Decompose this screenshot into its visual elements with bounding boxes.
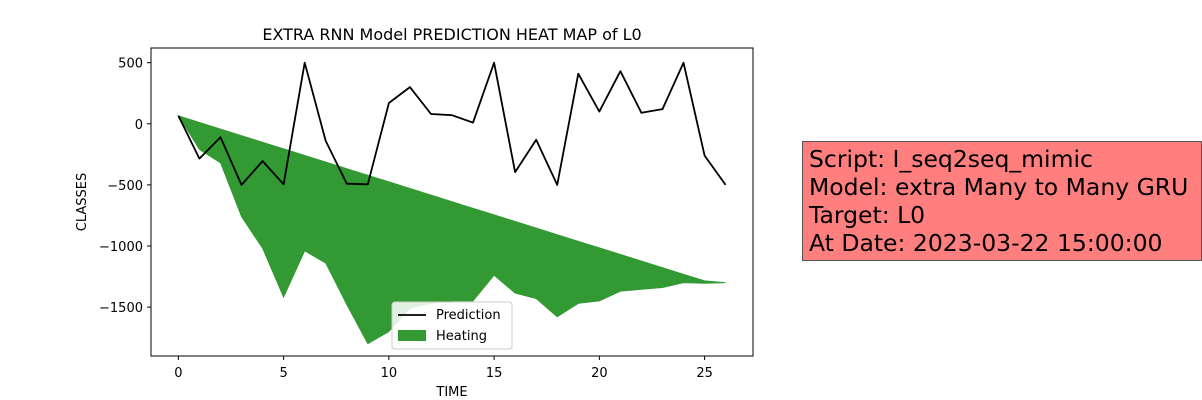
info-model: Model: extra Many to Many GRU — [809, 173, 1189, 201]
heating-area — [177, 115, 726, 345]
y-tick-label: −1000 — [99, 240, 143, 255]
x-tick-label: 15 — [486, 366, 503, 381]
x-tick-label: 0 — [174, 366, 182, 381]
legend-swatch-heating — [398, 330, 426, 341]
y-tick-label: −1500 — [99, 301, 143, 316]
legend-label-prediction: Prediction — [436, 308, 501, 323]
info-target: Target: L0 — [809, 201, 926, 229]
y-tick-label: −500 — [107, 179, 143, 194]
y-axis-label: CLASSES — [75, 173, 90, 231]
x-axis-label: TIME — [435, 385, 467, 400]
plot-area: 0 5 10 15 20 25 500 0 −500 −1000 −1500 Prediction He… — [99, 47, 754, 381]
info-script: Script: I_seq2seq_mimic — [809, 145, 1093, 173]
y-tick-label: 500 — [118, 57, 143, 72]
chart: EXTRA RNN Model PREDICTION HEAT MAP of L… — [75, 25, 754, 400]
x-tick-label: 20 — [591, 366, 608, 381]
y-tick-label: 0 — [135, 118, 143, 133]
x-tick-label: 25 — [696, 366, 713, 381]
prediction-line — [177, 61, 727, 186]
chart-title: EXTRA RNN Model PREDICTION HEAT MAP of L… — [262, 25, 641, 44]
plot-frame — [150, 47, 754, 357]
x-tick-label: 5 — [279, 366, 287, 381]
legend-label-heating: Heating — [436, 329, 487, 344]
x-tick-label: 10 — [381, 366, 398, 381]
info-date: At Date: 2023-03-22 15:00:00 — [809, 229, 1163, 257]
info-box: Script: I_seq2seq_mimic Model: extra Man… — [802, 141, 1202, 261]
